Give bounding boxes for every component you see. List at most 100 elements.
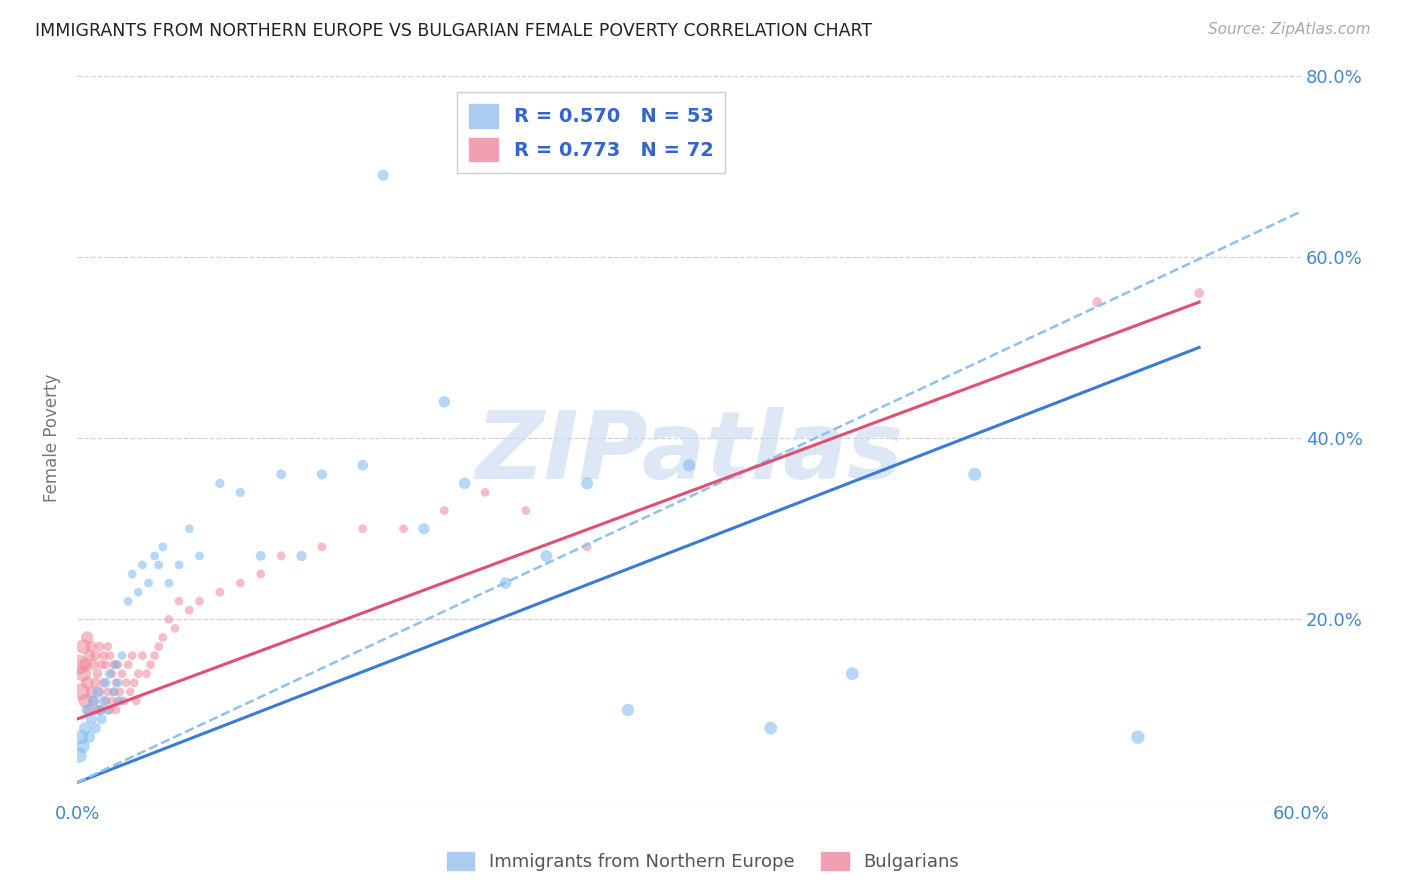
Point <box>208 476 231 491</box>
Point <box>143 648 166 663</box>
Point <box>249 567 271 582</box>
Point <box>111 666 134 681</box>
Point <box>121 567 143 582</box>
Point <box>495 576 517 591</box>
Point <box>79 703 101 717</box>
Point <box>107 694 129 708</box>
Point <box>70 685 93 699</box>
Point <box>82 657 104 672</box>
Point <box>111 648 134 663</box>
Point <box>167 594 190 608</box>
Point <box>127 666 149 681</box>
Point <box>90 712 112 726</box>
Point <box>412 522 434 536</box>
Point <box>112 694 135 708</box>
Point <box>98 648 121 663</box>
Point <box>617 703 640 717</box>
Point <box>86 685 108 699</box>
Point <box>108 694 131 708</box>
Legend: Immigrants from Northern Europe, Bulgarians: Immigrants from Northern Europe, Bulgari… <box>440 845 966 879</box>
Point <box>135 666 157 681</box>
Point <box>131 648 153 663</box>
Point <box>678 458 700 473</box>
Point <box>104 657 127 672</box>
Point <box>117 594 139 608</box>
Point <box>103 685 125 699</box>
Point <box>270 549 292 563</box>
Point <box>208 585 231 599</box>
Point <box>97 703 120 717</box>
Point <box>352 458 374 473</box>
Point <box>104 675 127 690</box>
Point <box>79 730 101 744</box>
Point <box>75 694 97 708</box>
Point <box>576 540 599 554</box>
Point <box>103 685 125 699</box>
Point <box>72 739 94 754</box>
Point <box>148 640 170 654</box>
Point <box>249 549 271 563</box>
Point <box>963 467 986 482</box>
Point <box>98 666 121 681</box>
Legend: R = 0.570   N = 53, R = 0.773   N = 72: R = 0.570 N = 53, R = 0.773 N = 72 <box>457 93 725 173</box>
Point <box>80 640 103 654</box>
Point <box>474 485 496 500</box>
Point <box>139 657 162 672</box>
Point <box>131 558 153 572</box>
Point <box>84 721 107 735</box>
Point <box>100 694 122 708</box>
Point <box>89 640 111 654</box>
Point <box>82 694 104 708</box>
Point <box>94 675 117 690</box>
Point <box>97 640 120 654</box>
Point <box>576 476 599 491</box>
Point <box>841 666 863 681</box>
Point <box>94 694 117 708</box>
Point <box>138 576 160 591</box>
Text: Source: ZipAtlas.com: Source: ZipAtlas.com <box>1208 22 1371 37</box>
Point <box>76 675 98 690</box>
Point <box>89 703 111 717</box>
Point <box>80 685 103 699</box>
Text: IMMIGRANTS FROM NORTHERN EUROPE VS BULGARIAN FEMALE POVERTY CORRELATION CHART: IMMIGRANTS FROM NORTHERN EUROPE VS BULGA… <box>35 22 872 40</box>
Point <box>75 721 97 735</box>
Point <box>454 476 477 491</box>
Point <box>433 394 456 409</box>
Point <box>89 685 111 699</box>
Point <box>98 703 121 717</box>
Point <box>100 666 122 681</box>
Point <box>143 549 166 563</box>
Point <box>115 675 138 690</box>
Point <box>188 549 211 563</box>
Point <box>93 694 115 708</box>
Point <box>179 603 201 617</box>
Y-axis label: Female Poverty: Female Poverty <box>44 374 60 502</box>
Point <box>759 721 782 735</box>
Point <box>122 675 145 690</box>
Point <box>127 585 149 599</box>
Point <box>270 467 292 482</box>
Point <box>76 631 98 645</box>
Point <box>157 576 180 591</box>
Point <box>117 657 139 672</box>
Point <box>84 648 107 663</box>
Point <box>93 675 115 690</box>
Point <box>120 685 142 699</box>
Point <box>1188 286 1211 301</box>
Point <box>229 576 252 591</box>
Point <box>94 657 117 672</box>
Point <box>152 540 174 554</box>
Point <box>70 730 93 744</box>
Point <box>107 657 129 672</box>
Point <box>67 748 90 763</box>
Point <box>157 612 180 626</box>
Point <box>97 685 120 699</box>
Point <box>179 522 201 536</box>
Point <box>392 522 415 536</box>
Point <box>84 675 107 690</box>
Point <box>75 657 97 672</box>
Point <box>90 703 112 717</box>
Point <box>67 657 90 672</box>
Point <box>90 657 112 672</box>
Point <box>352 522 374 536</box>
